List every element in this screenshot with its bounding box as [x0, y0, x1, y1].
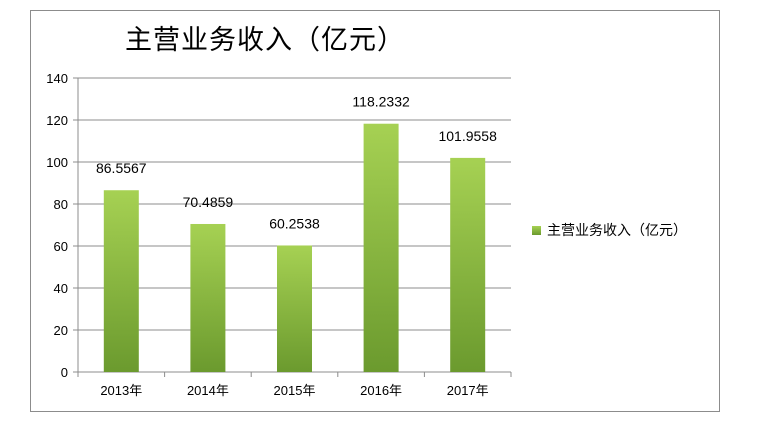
legend: 主营业务收入（亿元）: [532, 220, 687, 240]
x-tick-label: 2013年: [100, 383, 142, 398]
legend-swatch: [532, 225, 541, 235]
y-tick-label: 20: [54, 323, 68, 338]
data-labels: 86.5567 70.4859 60.2538 118.2332 101.9558: [96, 94, 497, 232]
chart-title: 主营业务收入（亿元）: [125, 25, 405, 56]
x-tick-label: 2016年: [360, 383, 402, 398]
bar: [190, 223, 226, 372]
data-label: 101.9558: [438, 128, 497, 144]
legend-label: 主营业务收入（亿元）: [547, 223, 687, 239]
y-tick-label: 60: [54, 239, 68, 254]
bar: [103, 190, 139, 372]
data-label: 70.4859: [183, 194, 234, 210]
y-tick-label: 140: [46, 71, 68, 86]
y-tick-label: 40: [54, 281, 68, 296]
data-label: 60.2538: [269, 215, 320, 231]
data-label: 86.5567: [96, 160, 147, 176]
bar: [277, 245, 312, 372]
x-tick-label: 2015年: [274, 383, 316, 398]
y-tick-label: 120: [46, 113, 68, 128]
axes: 0 20 40 60 80 100 120 140 2013年 2014年 2015年 2016年 20…: [46, 71, 512, 398]
x-tick-label: 2014年: [187, 383, 229, 398]
y-tick-label: 80: [54, 197, 68, 212]
x-tick-label: 2017年: [447, 383, 489, 398]
y-tick-label: 100: [46, 155, 68, 170]
data-label: 118.2332: [352, 94, 410, 110]
bars: [103, 123, 486, 372]
y-tick-label: 0: [61, 365, 68, 380]
bar: [363, 123, 399, 372]
bar: [450, 157, 486, 372]
